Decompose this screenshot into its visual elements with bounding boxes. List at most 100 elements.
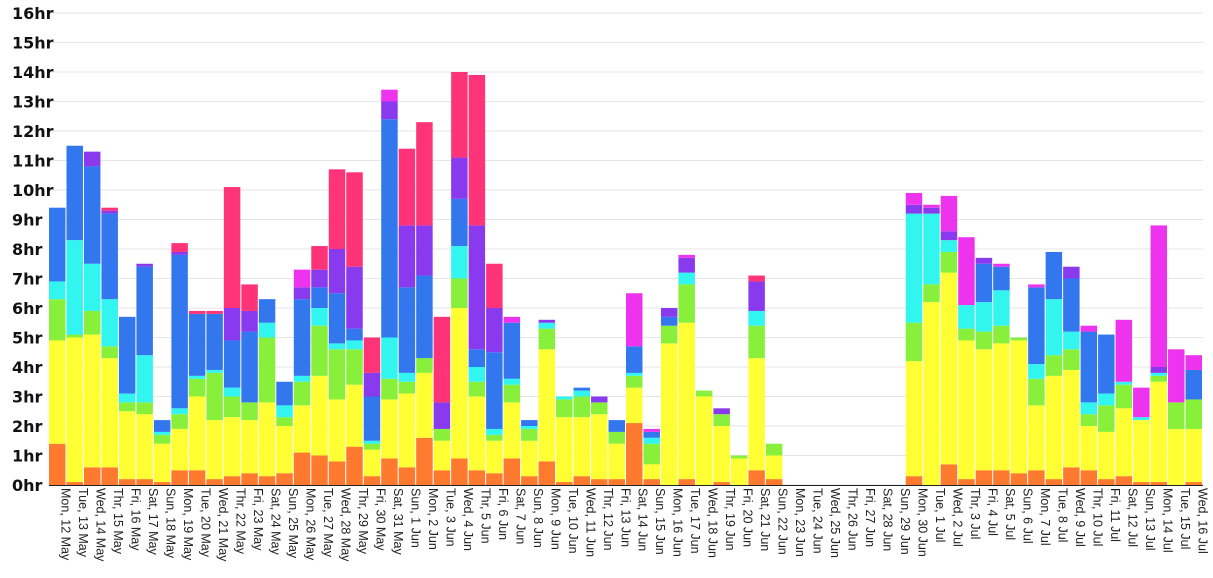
bar-segment — [503, 378, 521, 385]
y-tick-label: 1hr — [12, 447, 43, 466]
bar-segment — [521, 476, 538, 485]
bar-segment — [940, 251, 958, 273]
bar-segment — [1168, 349, 1185, 403]
bar-segment — [328, 399, 346, 462]
bar-segment — [608, 443, 625, 480]
bar-segment — [608, 420, 625, 432]
bar-segment — [188, 396, 206, 471]
bar-segment — [241, 420, 258, 474]
bar-segment — [660, 343, 678, 485]
bar-segment — [1080, 414, 1098, 426]
bar-segment — [1028, 364, 1045, 379]
bar-segment — [83, 263, 101, 311]
y-tick-label: 4hr — [12, 358, 43, 377]
x-tick-label: Tue, 24 Jun — [811, 488, 825, 554]
bar-segment — [678, 479, 695, 485]
bar-segment — [626, 293, 643, 347]
bar-segment — [591, 402, 608, 415]
bar-segment — [153, 443, 171, 483]
bar-segment — [433, 470, 451, 485]
bar-segment — [171, 428, 188, 471]
bar-segment — [451, 157, 468, 199]
bar-segment — [1010, 337, 1028, 341]
bar-segment — [346, 266, 363, 329]
x-tick-label: Mon, 19 May — [181, 488, 195, 561]
bar-segment — [1133, 417, 1150, 421]
bar-segment — [451, 198, 468, 247]
bar-segment — [503, 458, 521, 485]
bar-segment — [626, 387, 643, 424]
bar-segment — [573, 417, 591, 477]
bar-segment — [101, 467, 118, 485]
bar-segment — [1133, 420, 1150, 483]
bar-segment — [328, 349, 346, 400]
bar-segment — [1080, 325, 1098, 332]
bar-segment — [940, 272, 958, 465]
bar-segment — [660, 316, 678, 326]
bar-segment — [468, 349, 486, 367]
bar-segment — [678, 254, 695, 258]
bar-segment — [591, 479, 608, 485]
bar-segment — [608, 479, 625, 485]
bar-segment — [416, 275, 433, 359]
x-tick-label: Fri, 13 Jun — [618, 488, 632, 547]
bar-segment — [118, 402, 136, 412]
bar-segment — [363, 337, 381, 373]
bar-segment — [626, 423, 643, 485]
bar-segment — [905, 192, 923, 205]
bar-segment — [171, 251, 188, 255]
bar-segment — [1063, 369, 1080, 468]
bar-segment — [993, 325, 1010, 344]
x-tick-label: Wed, 16 Jul — [1195, 488, 1209, 554]
bar-segment — [118, 393, 136, 403]
bar-segment — [258, 402, 276, 477]
bar-segment — [381, 89, 398, 102]
bar-segment — [573, 387, 591, 391]
bar-segment — [293, 287, 311, 300]
bar-segment — [223, 187, 241, 308]
bar-segment — [958, 237, 975, 306]
bar-segment — [1028, 287, 1045, 365]
bar-segment — [398, 467, 416, 485]
y-tick-label: 12hr — [12, 122, 54, 141]
bar-segment — [1045, 299, 1063, 356]
bar-segment — [1150, 482, 1168, 485]
bar-segment — [1185, 399, 1202, 429]
bar-segment — [49, 443, 66, 485]
x-tick-label: Sat, 12 Jul — [1125, 488, 1139, 547]
bar-segment — [223, 476, 241, 485]
x-tick-label: Sat, 31 May — [391, 488, 405, 555]
bar-segment — [1150, 381, 1168, 483]
bar-segment — [765, 443, 783, 456]
bar-segment — [66, 145, 83, 241]
bar-segment — [363, 476, 381, 485]
bar-segment — [241, 331, 258, 403]
bar-segment — [765, 455, 783, 480]
bar-segment — [136, 402, 153, 415]
bar-segment — [1045, 355, 1063, 376]
x-tick-label: Mon, 14 Jul — [1160, 488, 1174, 553]
bar-segment — [433, 402, 451, 429]
bar-segment — [713, 414, 730, 426]
bar-segment — [293, 452, 311, 485]
bar-segment — [66, 337, 83, 483]
bar-segment — [521, 440, 538, 477]
bar-segment — [1080, 426, 1098, 471]
bar-segment — [241, 473, 258, 485]
bar-segment — [398, 393, 416, 468]
x-tick-label: Mon, 9 Jun — [548, 488, 562, 550]
bar-segment — [311, 308, 328, 326]
bar-segment — [1185, 369, 1202, 400]
bar-segment — [975, 257, 993, 264]
bar-segment — [643, 443, 660, 465]
bar-segment — [573, 476, 591, 485]
bar-segment — [328, 461, 346, 485]
bar-segment — [905, 361, 923, 477]
bar-segment — [1115, 319, 1133, 382]
bar-segment — [923, 213, 940, 285]
bar-segment — [258, 299, 276, 323]
x-tick-label: Wed, 18 Jun — [706, 488, 720, 558]
x-tick-label: Thr, 26 Jun — [846, 488, 860, 551]
x-tick-label: Thr, 29 May — [356, 488, 370, 555]
bar-segment — [1045, 251, 1063, 300]
